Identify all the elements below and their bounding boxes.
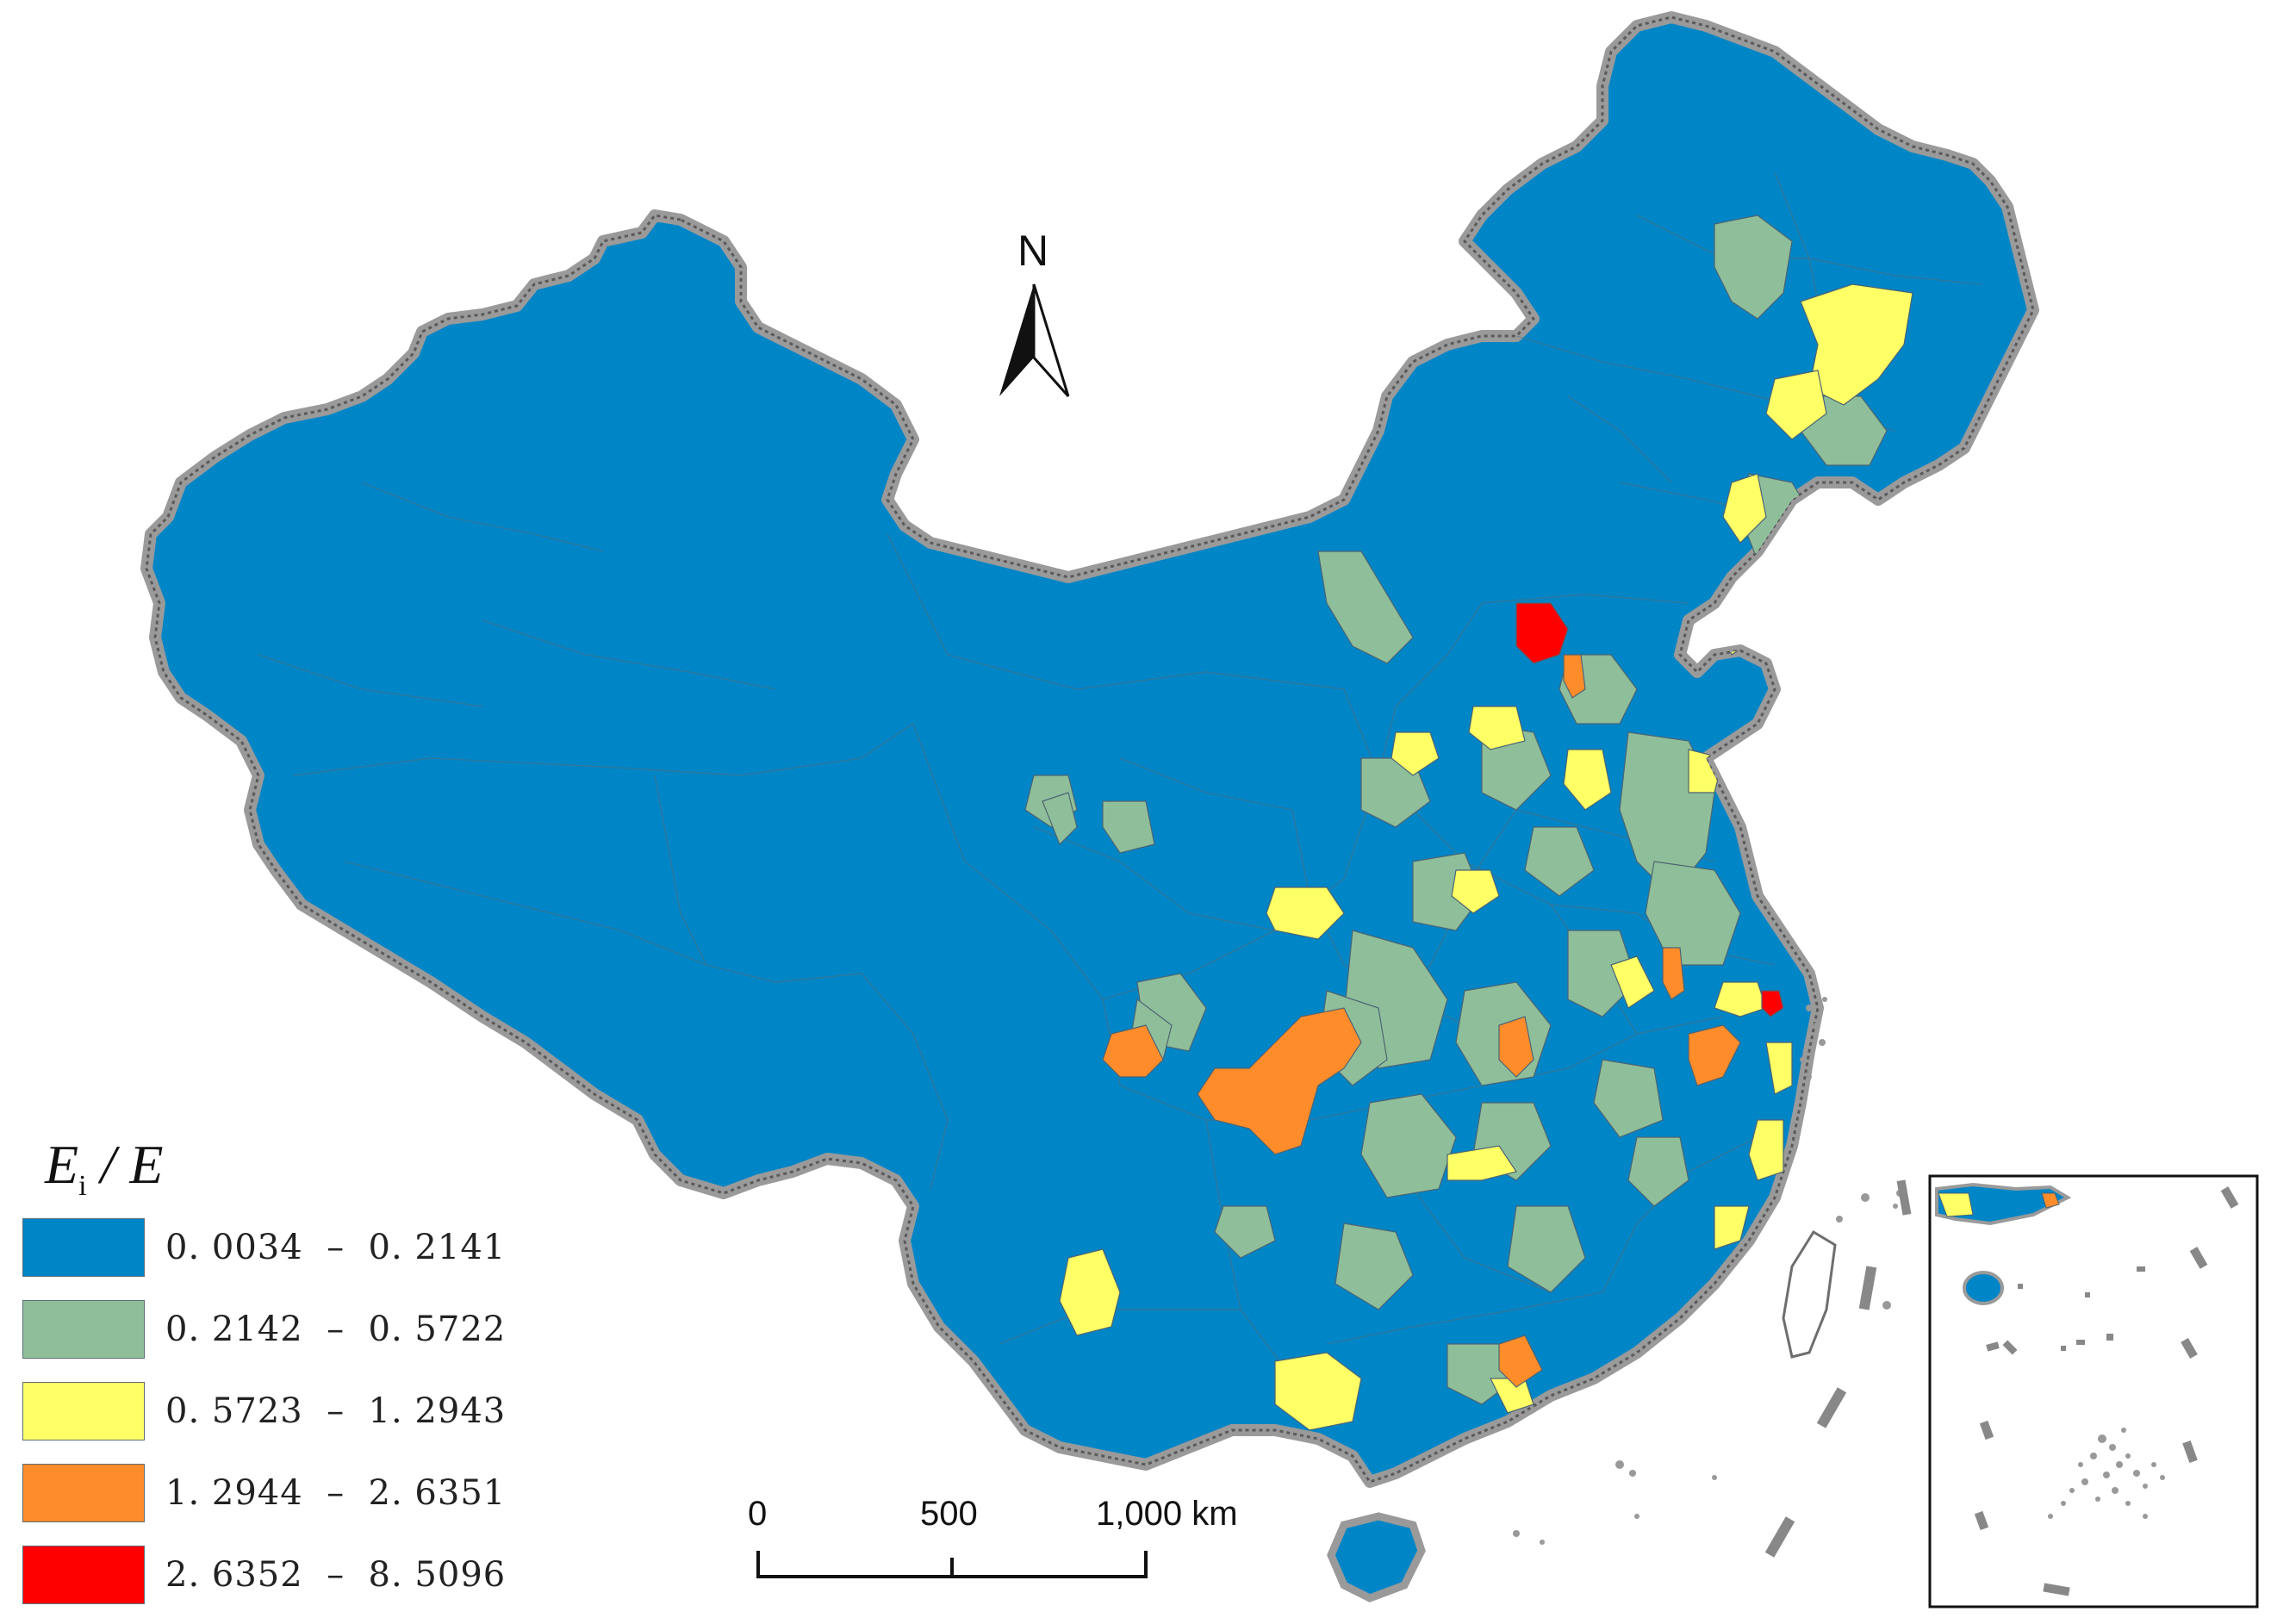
- legend-item-1: 0. 0034 – 0. 2141: [22, 1217, 506, 1278]
- legend-item-4: 1. 2944 – 2. 6351: [22, 1463, 506, 1523]
- legend-item-2: 0. 2142 – 0. 5722: [22, 1299, 506, 1360]
- legend-swatch-3: [22, 1382, 145, 1440]
- legend-item-3: 0. 5723 – 1. 2943: [22, 1381, 506, 1441]
- inset-contents: [1935, 1182, 2239, 1596]
- scale-label-0: 0: [748, 1495, 768, 1533]
- taiwan-island: [1782, 1229, 1837, 1359]
- class-5-regions: [1515, 602, 1784, 1017]
- legend-label-3: 0. 5723 – 1. 2943: [165, 1391, 507, 1431]
- class-2-regions: [1024, 215, 1888, 1405]
- class-3-regions: [1059, 283, 1913, 1431]
- coastal-islands: [1513, 997, 1903, 1545]
- legend-title: Ei / E: [45, 1134, 164, 1202]
- legend-swatch-4: [22, 1464, 145, 1522]
- class-4-regions: [1102, 654, 1741, 1388]
- legend-label-5: 2. 6352 – 8. 5096: [165, 1555, 507, 1595]
- legend-label-4: 1. 2944 – 2. 6351: [165, 1473, 507, 1513]
- scale-bar: [756, 1551, 1148, 1578]
- legend-swatch-2: [22, 1300, 145, 1359]
- scale-label-500: 500: [920, 1495, 978, 1533]
- hainan-island: [1327, 1512, 1426, 1602]
- legend-swatch-5: [22, 1546, 145, 1604]
- province-boundaries: [258, 171, 1982, 1379]
- legend-item-5: 2. 6352 – 8. 5096: [22, 1545, 506, 1605]
- legend-label-1: 0. 0034 – 0. 2141: [165, 1228, 507, 1267]
- north-arrow-icon: [999, 283, 1070, 397]
- scale-label-1000: 1,000 km: [1096, 1495, 1238, 1533]
- north-label: N: [1017, 227, 1049, 275]
- legend-swatch-1: [22, 1218, 145, 1277]
- offshore-dashes: [1764, 1179, 1912, 1558]
- south-china-sea-inset: [1928, 1174, 2259, 1608]
- legend-label-2: 0. 2142 – 0. 5722: [165, 1310, 507, 1349]
